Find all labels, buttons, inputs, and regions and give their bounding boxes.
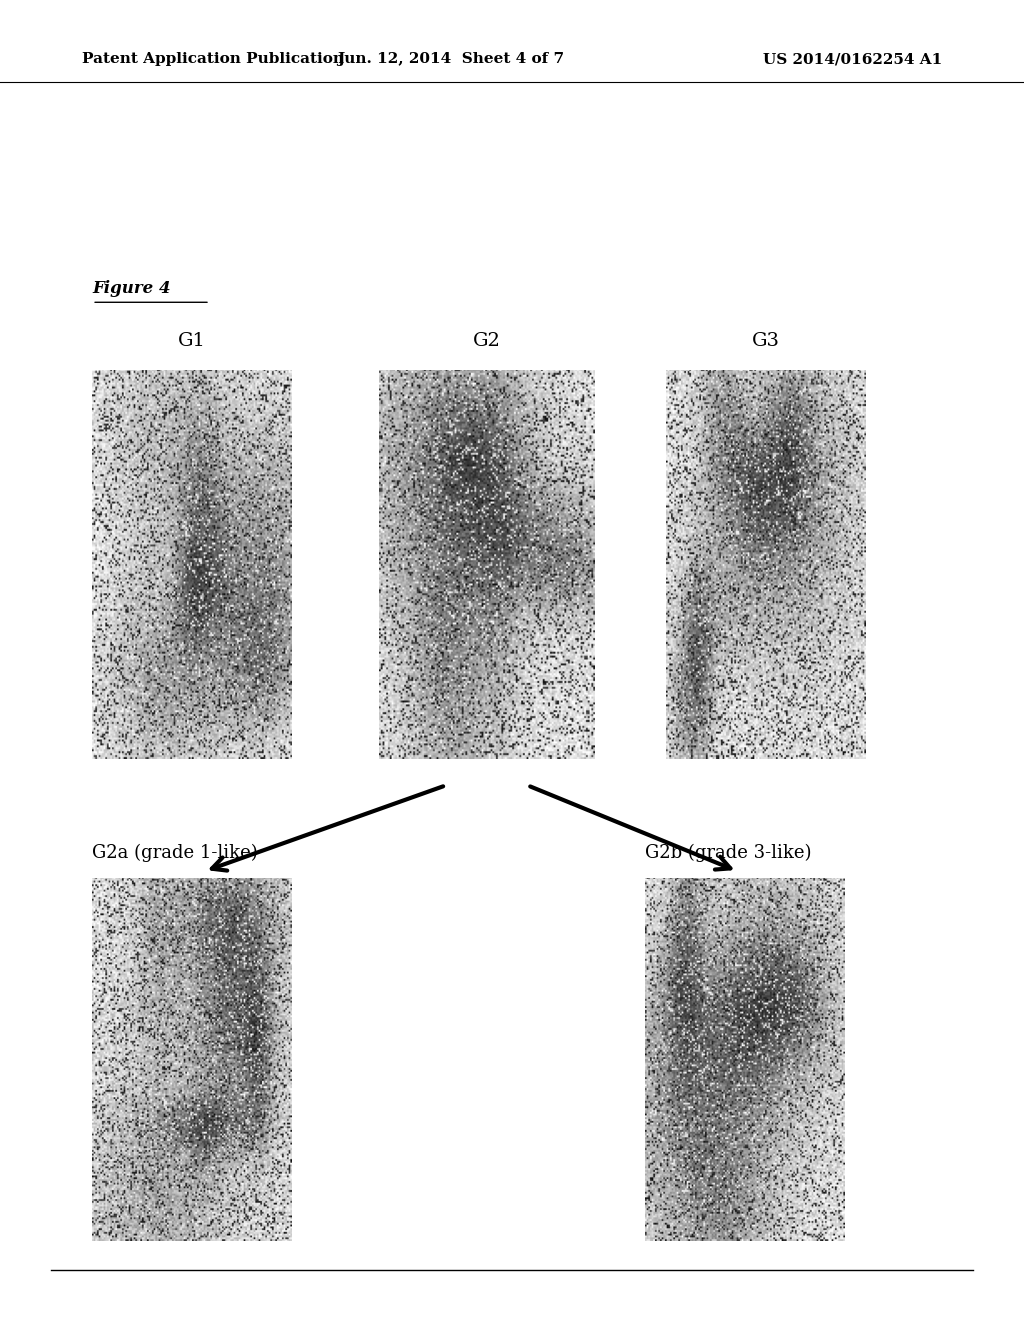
Text: G1: G1 xyxy=(178,331,206,350)
Text: G2b (grade 3-like): G2b (grade 3-like) xyxy=(645,843,812,862)
Text: G2a (grade 1-like): G2a (grade 1-like) xyxy=(92,843,258,862)
Text: Jun. 12, 2014  Sheet 4 of 7: Jun. 12, 2014 Sheet 4 of 7 xyxy=(337,53,564,66)
Text: G2: G2 xyxy=(473,331,501,350)
Text: G3: G3 xyxy=(752,331,779,350)
Text: Patent Application Publication: Patent Application Publication xyxy=(82,53,344,66)
Text: Figure 4: Figure 4 xyxy=(92,280,171,297)
Text: US 2014/0162254 A1: US 2014/0162254 A1 xyxy=(763,53,942,66)
